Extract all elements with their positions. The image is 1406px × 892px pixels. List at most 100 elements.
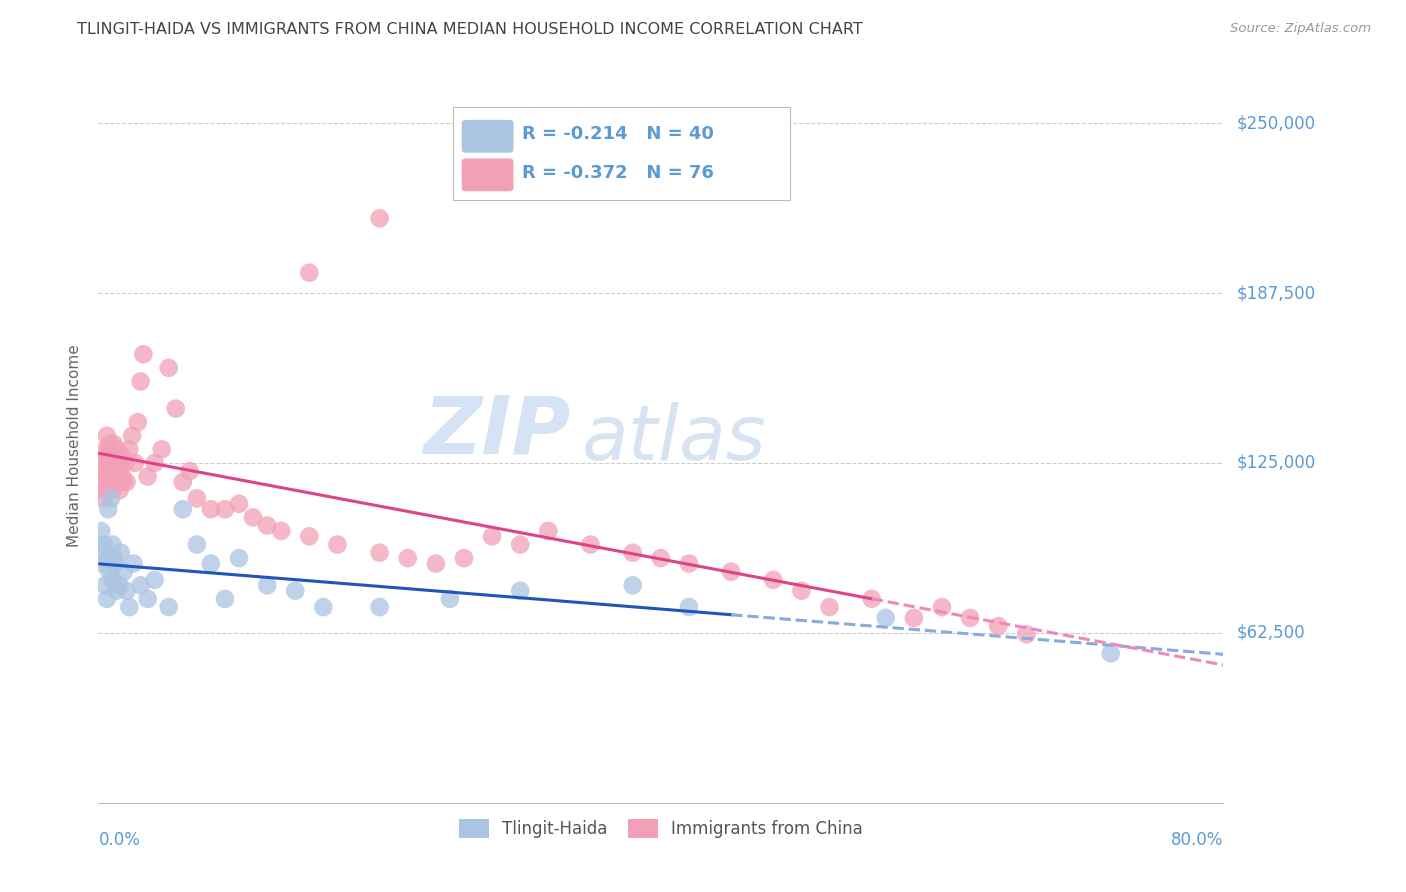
- Point: [112, 565, 135, 579]
- Point: [481, 529, 503, 543]
- Point: [115, 475, 138, 489]
- Point: [114, 456, 136, 470]
- Point: [200, 502, 222, 516]
- Point: [875, 611, 897, 625]
- Text: 80.0%: 80.0%: [1171, 831, 1223, 849]
- Point: [200, 557, 222, 571]
- Point: [93, 456, 115, 470]
- FancyBboxPatch shape: [453, 107, 790, 200]
- Point: [97, 456, 120, 470]
- Point: [94, 578, 117, 592]
- Point: [108, 483, 131, 498]
- Text: $62,500: $62,500: [1237, 624, 1306, 642]
- Point: [103, 448, 125, 462]
- Point: [112, 475, 135, 489]
- Point: [127, 415, 149, 429]
- Point: [284, 583, 307, 598]
- Point: [100, 464, 122, 478]
- Point: [368, 546, 391, 560]
- Point: [100, 442, 122, 457]
- Point: [98, 565, 121, 579]
- Point: [270, 524, 292, 538]
- Point: [1015, 627, 1038, 641]
- Point: [108, 578, 131, 592]
- Text: Source: ZipAtlas.com: Source: ZipAtlas.com: [1230, 22, 1371, 36]
- FancyBboxPatch shape: [461, 120, 513, 153]
- Point: [101, 537, 124, 551]
- Point: [214, 502, 236, 516]
- Point: [720, 565, 742, 579]
- Point: [150, 442, 173, 457]
- Point: [93, 537, 115, 551]
- Point: [115, 583, 138, 598]
- Point: [97, 551, 120, 566]
- Point: [228, 497, 250, 511]
- Point: [172, 475, 194, 489]
- Point: [104, 456, 127, 470]
- Point: [860, 591, 883, 606]
- Point: [91, 491, 114, 506]
- Point: [118, 600, 141, 615]
- Point: [987, 619, 1010, 633]
- Point: [122, 557, 145, 571]
- Point: [136, 591, 159, 606]
- Point: [93, 483, 115, 498]
- Point: [103, 551, 125, 566]
- Text: $187,500: $187,500: [1237, 284, 1316, 302]
- Point: [121, 429, 143, 443]
- Point: [111, 469, 134, 483]
- Point: [157, 600, 180, 615]
- Point: [256, 518, 278, 533]
- Point: [762, 573, 785, 587]
- Point: [98, 437, 121, 451]
- Point: [96, 429, 118, 443]
- Point: [110, 448, 132, 462]
- Point: [396, 551, 419, 566]
- Point: [108, 456, 131, 470]
- Point: [179, 464, 201, 478]
- Point: [439, 591, 461, 606]
- Text: $125,000: $125,000: [1237, 454, 1316, 472]
- Point: [89, 475, 111, 489]
- Point: [105, 442, 128, 457]
- Point: [89, 543, 111, 558]
- Point: [94, 469, 117, 483]
- Point: [103, 437, 125, 451]
- Point: [312, 600, 335, 615]
- Point: [368, 600, 391, 615]
- Point: [165, 401, 187, 416]
- Point: [172, 502, 194, 516]
- Point: [105, 583, 128, 598]
- Point: [107, 464, 129, 478]
- Point: [256, 578, 278, 592]
- Point: [90, 524, 112, 538]
- Point: [96, 591, 118, 606]
- Point: [298, 266, 321, 280]
- Point: [110, 546, 132, 560]
- Point: [228, 551, 250, 566]
- Point: [101, 573, 124, 587]
- Legend: Tlingit-Haida, Immigrants from China: Tlingit-Haida, Immigrants from China: [453, 812, 869, 845]
- Point: [425, 557, 447, 571]
- Point: [105, 475, 128, 489]
- Point: [214, 591, 236, 606]
- Point: [100, 491, 122, 506]
- Point: [579, 537, 602, 551]
- Point: [537, 524, 560, 538]
- Point: [101, 456, 124, 470]
- Point: [132, 347, 155, 361]
- Point: [136, 469, 159, 483]
- Point: [101, 483, 124, 498]
- Point: [104, 469, 127, 483]
- Point: [621, 546, 644, 560]
- Point: [143, 456, 166, 470]
- Point: [621, 578, 644, 592]
- Point: [118, 442, 141, 457]
- Text: R = -0.214   N = 40: R = -0.214 N = 40: [523, 125, 714, 143]
- Point: [129, 375, 152, 389]
- Point: [678, 600, 700, 615]
- Point: [98, 448, 121, 462]
- Point: [903, 611, 925, 625]
- Point: [818, 600, 841, 615]
- Point: [790, 583, 813, 598]
